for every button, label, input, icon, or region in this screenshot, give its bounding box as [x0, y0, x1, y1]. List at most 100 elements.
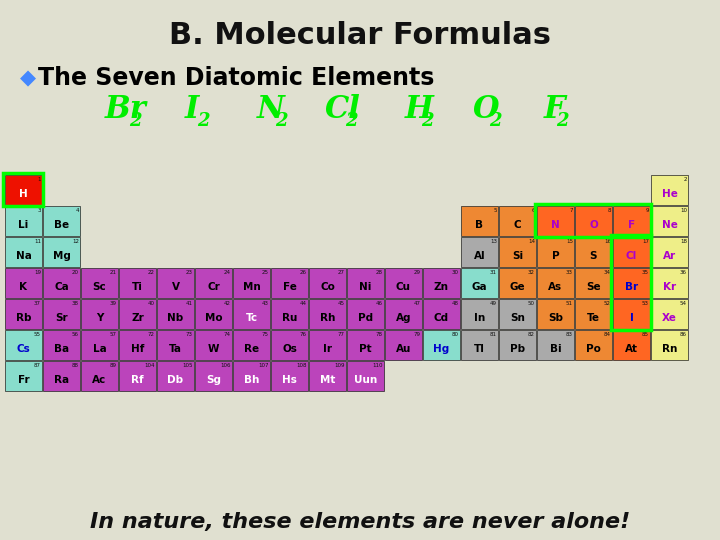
Text: Hs: Hs: [282, 375, 297, 384]
Bar: [271, 268, 308, 298]
Bar: [499, 237, 536, 267]
Bar: [461, 206, 498, 236]
Text: Y: Y: [96, 313, 103, 322]
Text: 2: 2: [556, 112, 569, 130]
Text: Sr: Sr: [55, 313, 68, 322]
Text: 50: 50: [528, 301, 535, 306]
Bar: [119, 268, 156, 298]
Bar: [347, 268, 384, 298]
Bar: [195, 330, 232, 360]
Bar: [499, 206, 536, 236]
Text: Li: Li: [19, 220, 29, 229]
Text: 13: 13: [490, 239, 497, 244]
Bar: [613, 299, 650, 329]
Text: Rn: Rn: [662, 343, 678, 354]
Text: ◆: ◆: [20, 68, 36, 88]
Text: Cl: Cl: [325, 94, 361, 125]
Bar: [651, 268, 688, 298]
Bar: [271, 299, 308, 329]
Text: 55: 55: [34, 332, 41, 337]
Text: 108: 108: [297, 363, 307, 368]
Text: 34: 34: [604, 270, 611, 275]
Text: Rb: Rb: [16, 313, 31, 322]
Text: 33: 33: [566, 270, 573, 275]
Text: 81: 81: [490, 332, 497, 337]
Text: 52: 52: [604, 301, 611, 306]
Text: 2: 2: [489, 112, 502, 130]
Bar: [5, 268, 42, 298]
Text: Ag: Ag: [396, 313, 411, 322]
Text: 89: 89: [110, 363, 117, 368]
Text: Ac: Ac: [92, 375, 107, 384]
Text: N: N: [257, 94, 285, 125]
Text: As: As: [549, 281, 562, 292]
Text: In nature, these elements are never alone!: In nature, these elements are never alon…: [90, 512, 630, 532]
Text: 30: 30: [452, 270, 459, 275]
Text: The Seven Diatomic Elements: The Seven Diatomic Elements: [38, 66, 434, 90]
Text: Sc: Sc: [93, 281, 107, 292]
Text: 2: 2: [345, 112, 358, 130]
Text: 45: 45: [338, 301, 345, 306]
Text: 11: 11: [34, 239, 41, 244]
Text: Xe: Xe: [662, 313, 677, 322]
Text: 84: 84: [604, 332, 611, 337]
Text: Mo: Mo: [204, 313, 222, 322]
Text: 23: 23: [186, 270, 193, 275]
Bar: [461, 330, 498, 360]
Text: 25: 25: [262, 270, 269, 275]
Text: V: V: [171, 281, 179, 292]
Text: 7: 7: [570, 208, 573, 213]
Text: Ar: Ar: [663, 251, 676, 261]
Text: Os: Os: [282, 343, 297, 354]
Bar: [499, 268, 536, 298]
Bar: [537, 268, 574, 298]
Text: 15: 15: [566, 239, 573, 244]
Bar: [461, 268, 498, 298]
Text: 5: 5: [493, 208, 497, 213]
Bar: [651, 175, 688, 205]
Bar: [157, 268, 194, 298]
Text: 76: 76: [300, 332, 307, 337]
Text: Sg: Sg: [206, 375, 221, 384]
Text: Pb: Pb: [510, 343, 525, 354]
Text: Pd: Pd: [358, 313, 373, 322]
Bar: [43, 361, 80, 391]
Text: Ir: Ir: [323, 343, 332, 354]
Text: Se: Se: [586, 281, 600, 292]
Text: 14: 14: [528, 239, 535, 244]
Bar: [157, 361, 194, 391]
Text: 43: 43: [262, 301, 269, 306]
Bar: [535, 204, 651, 237]
Text: 4: 4: [76, 208, 79, 213]
Bar: [347, 299, 384, 329]
Bar: [385, 330, 422, 360]
Bar: [43, 299, 80, 329]
Text: 83: 83: [566, 332, 573, 337]
Text: Pt: Pt: [359, 343, 372, 354]
Text: 2: 2: [275, 112, 287, 130]
Bar: [271, 330, 308, 360]
Text: 2: 2: [421, 112, 433, 130]
Bar: [613, 330, 650, 360]
Bar: [195, 361, 232, 391]
Text: In: In: [474, 313, 485, 322]
Text: Cr: Cr: [207, 281, 220, 292]
Bar: [81, 299, 118, 329]
Text: 88: 88: [72, 363, 79, 368]
Text: Rh: Rh: [320, 313, 336, 322]
Bar: [233, 268, 270, 298]
Text: 104: 104: [145, 363, 155, 368]
Bar: [43, 237, 80, 267]
Bar: [575, 330, 612, 360]
Text: Nb: Nb: [167, 313, 184, 322]
Bar: [119, 361, 156, 391]
Bar: [5, 330, 42, 360]
Text: 40: 40: [148, 301, 155, 306]
Bar: [5, 299, 42, 329]
Bar: [233, 330, 270, 360]
Text: Mn: Mn: [243, 281, 261, 292]
Text: Bi: Bi: [549, 343, 562, 354]
Text: 72: 72: [148, 332, 155, 337]
Text: 77: 77: [338, 332, 345, 337]
Text: Br: Br: [625, 281, 638, 292]
